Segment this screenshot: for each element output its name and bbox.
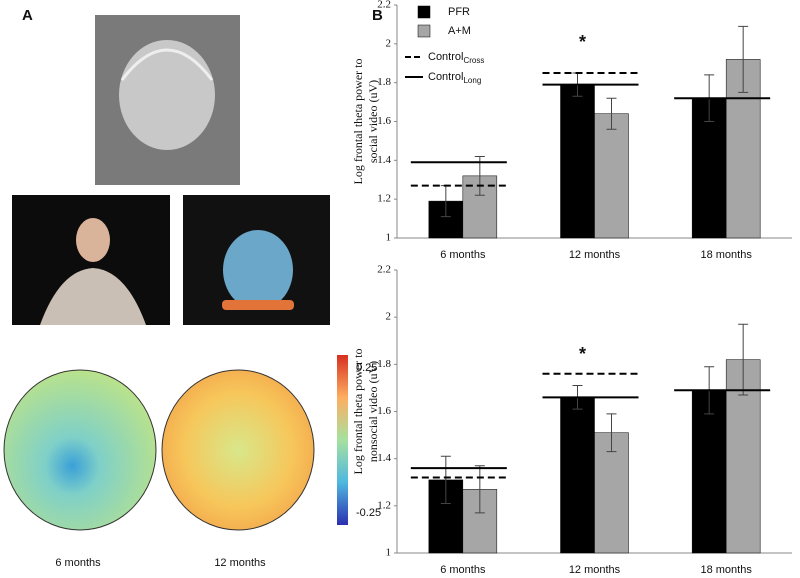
bar — [691, 390, 727, 554]
x-tick-label: 12 months — [569, 249, 621, 261]
legend-label: PFR — [448, 6, 470, 18]
y-tick-label: 1.8 — [377, 358, 391, 370]
x-tick-label: 12 months — [569, 564, 621, 576]
x-tick-label: 18 months — [700, 564, 752, 576]
y-tick-label: 1.2 — [377, 193, 391, 205]
topomap — [3, 369, 157, 531]
y-axis-label-line: Log frontal theta power to — [351, 349, 365, 475]
error-bar — [606, 97, 617, 130]
y-tick-label: 1.2 — [377, 499, 391, 511]
colorbar — [337, 355, 348, 525]
map-label: 12 months — [214, 557, 266, 569]
bar — [594, 113, 629, 239]
y-axis-label-line: social video (uV) — [366, 80, 380, 163]
legend-swatch — [417, 24, 431, 38]
y-axis-label: Log frontal theta power tononsocial vide… — [351, 349, 380, 475]
colorbar-label: 0.25 — [356, 362, 377, 374]
y-axis-label: Log frontal theta power tosocial video (… — [351, 59, 380, 185]
y-axis-label-line: Log frontal theta power to — [351, 59, 365, 185]
toy-base — [222, 300, 294, 310]
y-tick-label: 2.2 — [377, 264, 391, 276]
bar — [560, 84, 595, 239]
bar — [594, 432, 629, 554]
x-tick-label: 6 months — [440, 564, 486, 576]
y-tick-label: 1.4 — [377, 154, 391, 166]
panel-label: A — [22, 7, 33, 24]
legend-label-name: Control — [428, 71, 463, 83]
topomap — [161, 369, 315, 531]
x-tick-label: 18 months — [700, 249, 752, 261]
legend-label-subscript: Cross — [463, 56, 484, 65]
eeg-cap — [120, 48, 214, 81]
error-bar — [440, 455, 451, 504]
y-tick-label: 2 — [386, 311, 392, 323]
y-tick-label: 1 — [386, 232, 392, 244]
error-bar — [738, 323, 749, 396]
legend-label-name: Control — [428, 51, 463, 63]
panel-label: B — [372, 7, 383, 24]
y-tick-label: 1.6 — [377, 405, 391, 417]
y-tick-label: 1.8 — [377, 76, 391, 88]
legend-label: ControlLong — [428, 71, 481, 85]
colorbar-label: -0.25 — [356, 507, 381, 519]
legend-swatch — [417, 5, 431, 19]
legend-label-subscript: Long — [463, 76, 481, 85]
toy — [223, 230, 293, 310]
bar — [560, 397, 595, 554]
error-bar — [474, 465, 485, 514]
actress-body — [40, 268, 146, 325]
y-tick-label: 2 — [386, 37, 392, 49]
y-tick-label: 1.4 — [377, 452, 391, 464]
actress-face — [76, 218, 110, 262]
legend-label: ControlCross — [428, 51, 484, 65]
y-tick-label: 2.2 — [377, 0, 391, 11]
significance-marker: * — [579, 344, 586, 364]
y-tick-label: 1 — [386, 547, 392, 559]
error-bar — [738, 25, 749, 93]
y-tick-label: 1.6 — [377, 115, 391, 127]
y-axis-label-line: nonsocial video (uV) — [366, 361, 380, 462]
legend-label: A+M — [448, 25, 471, 37]
x-tick-label: 6 months — [440, 249, 486, 261]
error-bar — [606, 413, 617, 453]
map-label: 6 months — [55, 557, 101, 569]
infant-face — [119, 40, 215, 150]
significance-marker: * — [579, 32, 586, 52]
